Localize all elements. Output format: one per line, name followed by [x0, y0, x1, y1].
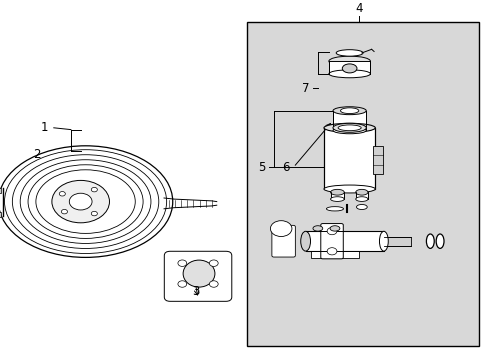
Bar	[328, 61, 370, 74]
Ellipse shape	[332, 127, 366, 134]
Circle shape	[52, 180, 109, 223]
Bar	[383, 237, 410, 246]
Circle shape	[209, 260, 218, 266]
Ellipse shape	[328, 70, 369, 78]
Ellipse shape	[435, 234, 443, 248]
Bar	[355, 192, 367, 199]
Circle shape	[326, 228, 336, 235]
Ellipse shape	[328, 56, 369, 66]
Text: 2: 2	[33, 148, 41, 161]
Circle shape	[69, 193, 92, 210]
Circle shape	[270, 221, 291, 237]
Ellipse shape	[0, 146, 172, 257]
Text: 3: 3	[191, 285, 199, 298]
Circle shape	[178, 260, 186, 266]
Circle shape	[91, 211, 97, 216]
Ellipse shape	[323, 185, 375, 193]
Bar	[332, 111, 366, 130]
Ellipse shape	[329, 226, 339, 231]
Text: 5: 5	[257, 161, 265, 174]
Ellipse shape	[342, 64, 356, 73]
Ellipse shape	[340, 108, 358, 113]
Text: 4: 4	[355, 3, 363, 15]
Ellipse shape	[330, 197, 344, 201]
Ellipse shape	[355, 189, 367, 195]
Circle shape	[59, 192, 65, 196]
Ellipse shape	[330, 189, 344, 195]
Ellipse shape	[325, 207, 343, 211]
Ellipse shape	[183, 260, 215, 287]
FancyBboxPatch shape	[320, 224, 343, 259]
Bar	[0, 212, 1, 217]
FancyBboxPatch shape	[164, 251, 231, 301]
Ellipse shape	[356, 204, 366, 210]
Bar	[323, 128, 375, 189]
Ellipse shape	[312, 226, 322, 231]
Bar	[330, 192, 344, 199]
Bar	[310, 251, 359, 258]
Text: 6: 6	[282, 161, 289, 174]
Text: 1: 1	[40, 121, 48, 134]
Text: 7: 7	[301, 82, 309, 95]
Ellipse shape	[379, 231, 387, 251]
Circle shape	[326, 248, 336, 255]
Bar	[373, 146, 383, 174]
Ellipse shape	[426, 234, 433, 248]
Bar	[0, 188, 1, 193]
Circle shape	[178, 281, 186, 287]
Bar	[246, 22, 478, 346]
Ellipse shape	[332, 123, 366, 132]
Ellipse shape	[323, 123, 375, 132]
FancyBboxPatch shape	[271, 225, 295, 257]
Ellipse shape	[355, 197, 367, 201]
Circle shape	[61, 210, 67, 214]
Ellipse shape	[336, 50, 362, 56]
Bar	[305, 231, 383, 251]
Circle shape	[209, 281, 218, 287]
Circle shape	[91, 188, 97, 192]
Ellipse shape	[337, 125, 361, 131]
Ellipse shape	[332, 107, 366, 114]
Ellipse shape	[300, 231, 310, 251]
